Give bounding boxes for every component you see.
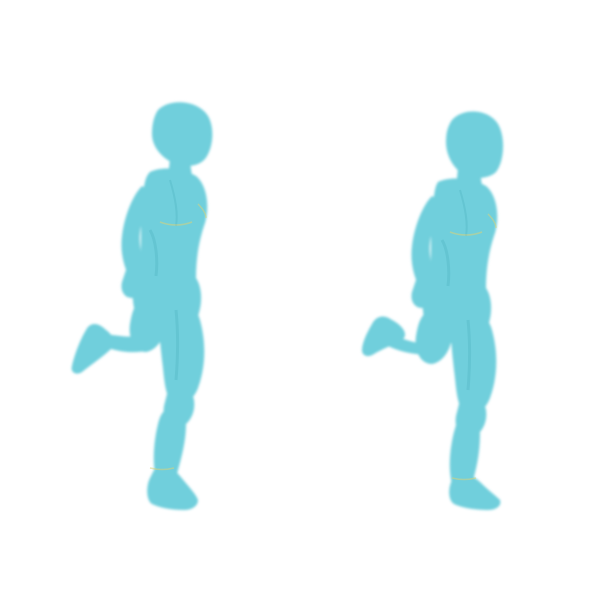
front-shin (153, 408, 186, 484)
front-shin (449, 418, 480, 490)
arm-left (411, 196, 442, 290)
back-shin (100, 333, 150, 353)
head (152, 102, 213, 167)
front-thigh (451, 308, 497, 414)
back-thigh (415, 308, 453, 364)
arm-left (121, 186, 152, 280)
front-foot (147, 468, 198, 510)
back-foot (71, 324, 114, 374)
back-foot (362, 316, 406, 357)
front-thigh (159, 298, 205, 404)
runner-silhouette-right (362, 111, 504, 510)
runner-figure-right (300, 0, 600, 600)
front-foot (449, 474, 501, 510)
head (446, 111, 504, 179)
runner-figure-left (71, 102, 213, 510)
runner-silhouette-left (71, 102, 213, 510)
